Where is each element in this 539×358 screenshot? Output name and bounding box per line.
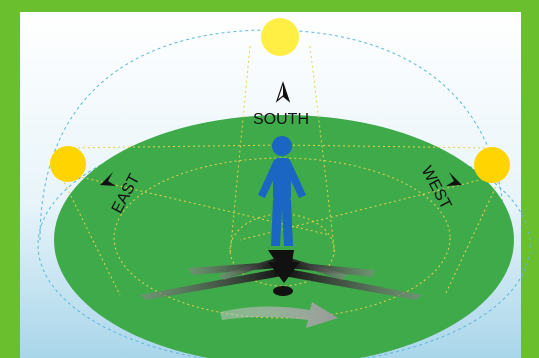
compass-arrow-icon [446,172,462,186]
sun-icon [261,18,299,56]
rotation-arrow-icon [220,302,338,328]
compass-arrow-icon [283,83,289,101]
label-south: SOUTH [253,111,309,128]
horizon-ring [113,157,451,319]
person-icon [258,136,306,246]
compass-arrow-icon [100,172,116,186]
sun-path-outer-ring [37,124,531,358]
shadows [140,250,422,300]
sun-icon [474,147,510,183]
sun-icon [50,146,86,182]
